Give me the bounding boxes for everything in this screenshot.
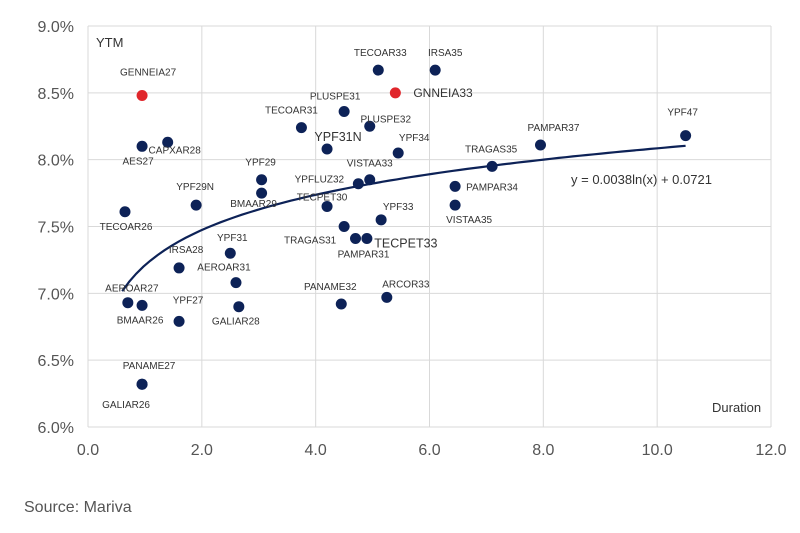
data-point-aeroar31 [230, 277, 242, 289]
point-label-vistaa35: VISTAA35 [446, 215, 492, 226]
point-label-ypf34: YPF34 [399, 133, 430, 144]
x-tick-label: 0.0 [77, 442, 99, 459]
point-label-ypf47: YPF47 [667, 108, 698, 119]
data-point-arcor33 [381, 291, 393, 303]
data-point-pampar31 [350, 233, 362, 245]
point-label-tecoar33: TECOAR33 [354, 48, 407, 59]
data-point-pampar37 [534, 139, 546, 151]
y-tick-label: 6.5% [38, 353, 74, 370]
point-label-ypfluz32: YPFLUZ32 [295, 175, 345, 186]
data-point-pluspe31 [338, 106, 350, 118]
data-point-irsa28 [173, 262, 185, 274]
point-label-pluspe31: PLUSPE31 [310, 92, 361, 103]
point-label-ypf27: YPF27 [173, 295, 204, 306]
point-label-capxar28: CAPXAR28 [149, 145, 202, 156]
y-tick-label: 7.0% [38, 286, 74, 303]
data-point-ypf27 [173, 315, 185, 327]
data-point-tecoar26 [119, 206, 131, 218]
point-label-pampar31: PAMPAR31 [338, 250, 390, 261]
point-label-ypf31: YPF31 [217, 233, 248, 244]
point-label-tecoar26: TECOAR26 [100, 222, 153, 233]
axis-ticks: 0.0 2.0 4.0 6.0 8.0 10.0 12.0 6.0% 6.5% 7.0% 7.5% 8… [38, 19, 787, 459]
data-point-tecpet33 [361, 233, 373, 245]
data-point-paname32 [335, 298, 347, 310]
point-label-irsa28: IRSA28 [169, 245, 204, 256]
point-label-genneia27: GENNEIA27 [120, 68, 177, 79]
point-label-ypf29n: YPF29N [176, 182, 214, 193]
data-point-ypf31 [224, 247, 236, 259]
data-point-ypfluz32 [352, 178, 364, 190]
point-label-tecpet30: TECPET30 [297, 192, 348, 203]
data-point-paname27 [136, 378, 148, 390]
data-point-ypf33 [375, 214, 387, 226]
point-label-tecoar31: TECOAR31 [265, 106, 318, 117]
data-point-tecoar33 [372, 64, 384, 76]
data-point-gnneia33 [389, 87, 401, 99]
x-tick-label: 4.0 [305, 442, 327, 459]
point-label-pluspe32: PLUSPE32 [360, 114, 411, 125]
point-label-bmaar26: BMAAR26 [117, 315, 164, 326]
point-label-vistaa33: VISTAA33 [347, 159, 393, 170]
data-point-ypf29n [190, 199, 202, 211]
data-point-aeroar27 [122, 297, 134, 309]
grid [87, 25, 772, 428]
data-point-galiar28 [233, 301, 245, 313]
data-point-irsa35 [429, 64, 441, 76]
data-point-tragas31 [338, 221, 350, 232]
data-point-vistaa33 [364, 174, 376, 186]
point-label-aeroar27: AEROAR27 [105, 284, 159, 295]
point-label-galiar28: GALIAR28 [212, 317, 260, 328]
x-tick-label: 6.0 [418, 442, 440, 459]
data-point-tragas35 [486, 160, 498, 172]
data-point-aes27 [136, 140, 148, 152]
point-label-aeroar31: AEROAR31 [197, 263, 251, 274]
chart: 0.0 2.0 4.0 6.0 8.0 10.0 12.0 6.0% 6.5% 7.0% 7.5% 8… [38, 19, 787, 459]
y-tick-label: 8.0% [38, 153, 74, 170]
point-label-aes27: AES27 [123, 156, 155, 167]
point-label-ypf33: YPF33 [383, 202, 414, 213]
point-label-tragas31: TRAGAS31 [284, 236, 337, 247]
point-label-tragas35: TRAGAS35 [465, 144, 518, 155]
point-label-ypf29: YPF29 [245, 158, 276, 169]
data-point-ypf34 [392, 147, 404, 159]
point-label-ypf31n: YPF31N [314, 130, 361, 144]
point-label-gnneia33: GNNEIA33 [413, 86, 473, 100]
point-label-irsa35: IRSA35 [428, 48, 463, 59]
point-label-paname32: PANAME32 [304, 282, 357, 293]
data-points [119, 64, 692, 390]
y-tick-label: 9.0% [38, 19, 74, 36]
data-point-bmaar29 [256, 187, 268, 199]
x-tick-label: 10.0 [642, 442, 673, 459]
x-tick-label: 8.0 [532, 442, 554, 459]
trendline-equation: y = 0.0038ln(x) + 0.0721 [571, 172, 712, 187]
data-point-ypf47 [680, 130, 692, 142]
point-label-galiar26: GALIAR26 [102, 400, 150, 411]
data-point-ypf29 [256, 174, 268, 186]
data-point-genneia27 [136, 90, 148, 102]
data-point-pluspe32 [364, 120, 376, 132]
x-tick-label: 12.0 [755, 442, 786, 459]
point-label-pampar34: PAMPAR34 [466, 182, 518, 193]
y-tick-label: 6.0% [38, 420, 74, 437]
data-point-pampar34 [449, 180, 461, 192]
x-axis-label: Duration [712, 400, 761, 415]
data-point-bmaar26 [136, 299, 148, 311]
point-labels: TECOAR33 IRSA35 GENNEIA27 GNNEIA33 PLUSPE31 T… [100, 48, 699, 411]
y-axis-label: YTM [96, 35, 123, 50]
point-label-tecpet33: TECPET33 [374, 237, 437, 251]
data-point-vistaa35 [449, 199, 461, 211]
data-point-tecpet30 [321, 200, 333, 212]
source-note: Source: Mariva [24, 499, 132, 516]
data-point-tecoar31 [295, 122, 307, 134]
point-label-arcor33: ARCOR33 [382, 279, 430, 290]
y-tick-label: 7.5% [38, 220, 74, 237]
point-label-bmaar29: BMAAR29 [230, 199, 277, 210]
point-label-paname27: PANAME27 [123, 361, 176, 372]
point-label-pampar37: PAMPAR37 [528, 123, 580, 134]
x-tick-label: 2.0 [191, 442, 213, 459]
data-point-capxar28 [162, 136, 174, 148]
trendline [121, 144, 686, 292]
data-point-ypf31n [321, 143, 333, 155]
y-tick-label: 8.5% [38, 86, 74, 103]
